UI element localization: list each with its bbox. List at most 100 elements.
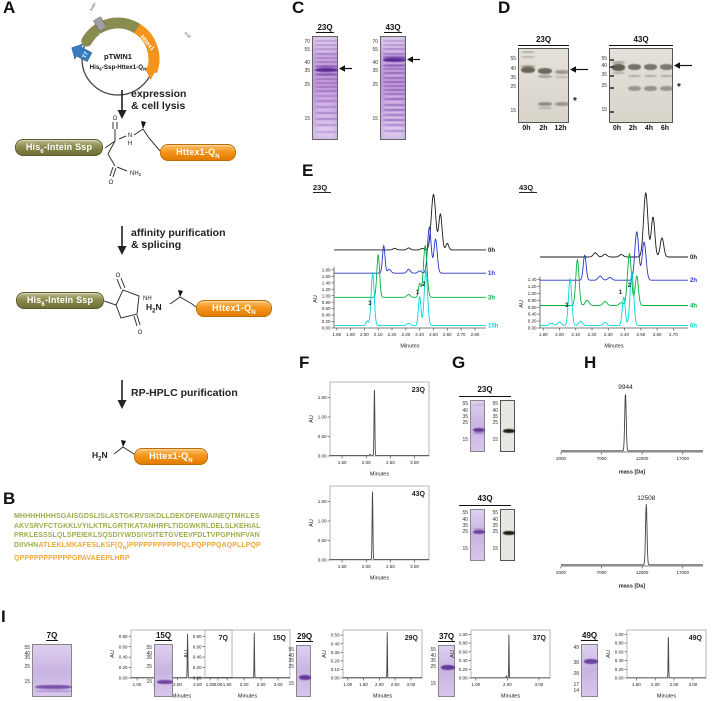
mw-marker-label: 17 — [573, 682, 579, 689]
gel-band — [659, 75, 673, 77]
mw-marker-column: 49 38 28 17 14 — [567, 644, 580, 697]
chart-corner-label: 49Q — [689, 635, 703, 642]
mw-marker-label: 35 — [146, 655, 152, 662]
atom-nh2: NH2 — [130, 171, 142, 177]
plasmid-gene-label: His6-Ssp-Httex1-QN — [90, 64, 147, 71]
gel-lane — [581, 644, 598, 697]
gel-band — [554, 75, 569, 78]
mw-marker-label: 35 — [462, 522, 468, 529]
chart-i-37q: 1.00 2.00 3.00 1.00 0.80 0.60 0.40 0.20 0.00 Minu… — [444, 624, 556, 700]
y-tick-label: 1.20 — [322, 287, 331, 292]
mw-marker-label: 15 — [492, 545, 498, 552]
ladder-mark — [610, 58, 614, 61]
gel-band — [643, 64, 657, 70]
gel-band — [314, 64, 338, 68]
mw-marker-label: 35 — [510, 74, 516, 81]
chart-svg: 1.50 2.00 2.50 3.00 1.50 1.00 0.50 0.00 Minutes A… — [309, 381, 430, 478]
gel-band — [472, 431, 485, 434]
x-tick-label: 1.00 — [343, 682, 352, 687]
atom-o: O — [138, 330, 143, 336]
gel-band — [382, 129, 406, 132]
y-tick-label: 0.60 — [528, 305, 537, 310]
mw-marker-label: 25 — [304, 82, 310, 89]
peak-number: 2 — [628, 283, 632, 289]
x-tick-label: 2.00 — [173, 682, 182, 687]
mw-marker-label: 25 — [146, 663, 152, 670]
x-axis-label: Minutes — [238, 694, 258, 700]
mw-marker-label: 15 — [288, 680, 294, 687]
y-tick-label: 1.00 — [322, 293, 331, 298]
x-tick-label: 12000 — [636, 456, 649, 461]
httex1-qn-box: Httex1-QN — [134, 448, 208, 465]
mw-marker-label: 40 — [372, 59, 378, 66]
gel-lane — [518, 48, 569, 123]
chart-svg: 1.00 1.50 2.00 2.50 3.00 0.80 0.60 0.40 0.20 0.00… — [184, 629, 291, 700]
chart-e-23q: 1.80 1.90 2.00 2.10 2.20 2.30 2.40 2.50 2.60 2.70… — [310, 178, 510, 350]
chart-svg: 1.00 2.00 3.00 1.00 0.80 0.60 0.40 0.20 0.00 Minu… — [450, 629, 551, 700]
gel-band — [537, 74, 552, 78]
mw-marker-column: 55 40 35 25 15 — [424, 645, 437, 697]
gel-d-43q: 43Q 55 40 35 25 15 * 0h 2h 4h 6h — [595, 34, 692, 132]
y-axis-label: AU — [606, 650, 612, 658]
gel-band — [382, 124, 406, 127]
y-tick-label: 1.40 — [528, 277, 537, 282]
x-tick-label: 2.50 — [193, 682, 202, 687]
gel-band — [472, 428, 485, 433]
x-axis-label: Minutes — [370, 472, 390, 478]
y-tick-label: 1.40 — [322, 280, 331, 285]
x-tick-label: 2.50 — [636, 332, 645, 337]
lane-time-label: 0h — [612, 125, 622, 132]
step-line: expression — [131, 88, 187, 100]
y-tick-label: 0.20 — [615, 667, 624, 672]
y-tick-label: 0.50 — [318, 434, 327, 439]
ladder-mark — [610, 111, 614, 113]
mw-marker-label: 35 — [462, 413, 468, 420]
restriction-site-label-top: NdeI — [88, 2, 96, 11]
gel-band — [554, 69, 569, 74]
mw-marker-label: 40 — [510, 65, 516, 72]
y-tick-label: 0.40 — [193, 655, 202, 660]
mw-marker-label: 35 — [304, 67, 310, 74]
mw-marker-label: 14 — [573, 688, 579, 695]
gel-band — [314, 124, 338, 127]
trace-label: 0h — [690, 255, 697, 261]
x-tick-label: 2.00 — [360, 332, 369, 337]
y-axis-label: AU — [309, 519, 315, 527]
peak-number: 1 — [416, 290, 420, 296]
his6-intein-ssp-box: His6-Intein Ssp — [15, 139, 103, 156]
down-arrow-icon — [117, 90, 127, 119]
mw-marker-label: 15 — [146, 678, 152, 685]
mw-marker-label: 25 — [430, 664, 436, 671]
x-tick-label: 2.20 — [588, 332, 597, 337]
chart-corner-label: 37Q — [533, 635, 547, 642]
mw-marker-label: 40 — [146, 651, 152, 658]
gel-band — [382, 80, 406, 83]
x-tick-label: 3.00 — [688, 682, 697, 687]
gel-lane — [154, 644, 173, 697]
mw-marker-label: 49 — [573, 645, 579, 652]
y-tick-label: 1.00 — [459, 632, 468, 637]
gel-band — [382, 58, 406, 63]
gel-label-text: 43Q — [384, 23, 402, 33]
trace-peak — [330, 491, 429, 561]
y-tick-label: 0.80 — [322, 300, 331, 305]
mw-marker-label: 55 — [462, 400, 468, 407]
panel-i-label: I — [1, 607, 6, 626]
y-tick-label: 1.60 — [322, 274, 331, 279]
alanine-bond — [169, 290, 196, 308]
chart-i-15q: 1.00 1.50 2.00 2.50 3.00 0.80 0.60 0.40 0.20 0.00… — [178, 624, 296, 700]
gel-band — [314, 60, 338, 63]
gel-lane — [380, 36, 406, 140]
gel-label: 29Q — [296, 631, 314, 644]
chart-svg: 1.00 1.50 2.00 2.50 3.00 0.50 0.40 0.30 0.20 0.10… — [322, 629, 423, 700]
gel-band — [314, 40, 338, 43]
trace-label: 3h — [488, 295, 495, 301]
chart-corner-label: 15Q — [273, 635, 287, 642]
asterisk-marker: * — [677, 82, 681, 93]
gel-band — [314, 95, 338, 98]
asterisk-marker: * — [573, 96, 577, 108]
x-axis-label: Minutes — [370, 576, 390, 582]
trace-label: 15h — [488, 323, 499, 329]
mw-marker-label: 25 — [510, 83, 516, 90]
trace-4h — [540, 252, 688, 306]
